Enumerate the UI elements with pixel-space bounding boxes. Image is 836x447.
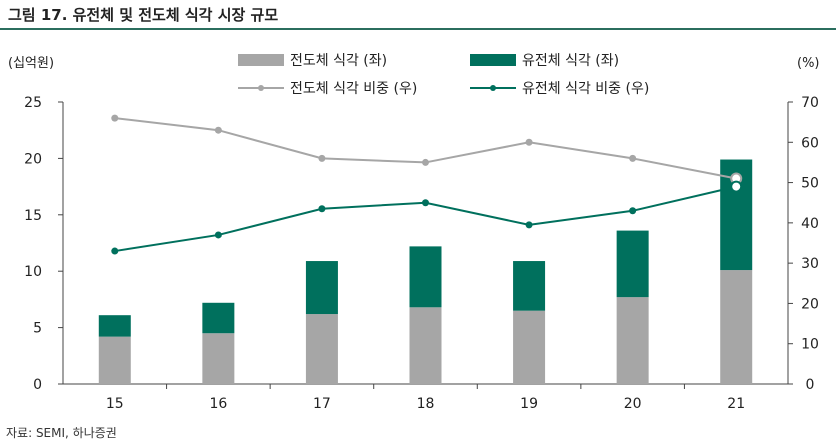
y-left-tick-label: 25 [24, 95, 42, 111]
point-dielectric-19 [525, 221, 533, 229]
y-right-unit: (%) [797, 56, 820, 71]
y-right-tick-label: 20 [801, 296, 819, 312]
bar-conductor-18 [409, 307, 442, 384]
y-left-tick-label: 0 [33, 377, 42, 393]
bar-dielectric-17 [305, 261, 338, 315]
y-right-tick-label: 10 [801, 337, 819, 353]
bar-dielectric-19 [513, 261, 546, 311]
legend-marker-3 [490, 85, 496, 91]
bar-dielectric-20 [616, 230, 649, 298]
y-left-tick-label: 10 [24, 264, 42, 280]
x-tick-label: 17 [313, 396, 331, 412]
legend-swatch-0 [238, 54, 284, 66]
legend-swatch-1 [470, 54, 516, 66]
bar-conductor-17 [305, 314, 338, 384]
y-right-tick-label: 70 [801, 95, 819, 111]
title-divider [0, 28, 836, 30]
y-right-tick-label: 60 [801, 135, 819, 151]
bar-dielectric-16 [202, 302, 235, 334]
x-tick-label: 21 [727, 396, 745, 412]
y-left-tick-label: 20 [24, 151, 42, 167]
point-dielectric-18 [422, 199, 429, 207]
bar-conductor-19 [513, 310, 546, 384]
point-dielectric-16 [214, 231, 222, 239]
bar-conductor-21 [720, 270, 753, 384]
legend-label-2: 전도체 식각 비중 (우) [290, 81, 417, 97]
line-conductor-share [114, 117, 737, 180]
x-tick-label: 15 [106, 396, 124, 412]
y-right-tick-label: 0 [806, 377, 815, 393]
point-conductor-18 [422, 158, 429, 166]
point-conductor-17 [318, 154, 326, 162]
bar-conductor-20 [616, 297, 649, 384]
legend-label-0: 전도체 식각 (좌) [290, 53, 387, 69]
legend-label-3: 유전체 식각 비중 (우) [522, 81, 649, 97]
legend-label-1: 유전체 식각 (좌) [522, 53, 619, 69]
bar-dielectric-18 [409, 246, 442, 308]
point-dielectric-17 [318, 205, 326, 213]
x-tick-label: 16 [209, 396, 227, 412]
y-left-unit: (십억원) [8, 56, 54, 71]
bar-conductor-15 [98, 336, 131, 384]
x-tick-label: 20 [624, 396, 642, 412]
bar-conductor-16 [202, 333, 235, 384]
bar-dielectric-15 [98, 315, 131, 337]
figure-title: 그림 17. 유전체 및 전도체 식각 시장 규모 [8, 6, 279, 24]
x-tick-label: 18 [417, 396, 435, 412]
y-left-tick-label: 5 [33, 321, 42, 337]
legend-marker-2 [258, 85, 264, 91]
point-conductor-19 [525, 138, 533, 146]
y-right-tick-label: 30 [801, 256, 819, 272]
chart: 0 5 10 15 20 25 0 10 20 30 40 50 60 70 (십억원) (%) 15 16 17 1… [8, 53, 820, 412]
point-conductor-20 [629, 154, 637, 162]
point-conductor-16 [214, 126, 222, 134]
point-dielectric-21 [730, 180, 743, 193]
y-right-tick-label: 40 [801, 216, 819, 232]
y-left-tick-label: 15 [24, 208, 42, 224]
point-dielectric-20 [629, 207, 637, 215]
y-right-tick-label: 50 [801, 176, 819, 192]
point-dielectric-15 [111, 247, 119, 255]
source-note: 자료: SEMI, 하나증권 [6, 426, 117, 440]
point-conductor-15 [111, 114, 119, 122]
x-tick-label: 19 [520, 396, 538, 412]
